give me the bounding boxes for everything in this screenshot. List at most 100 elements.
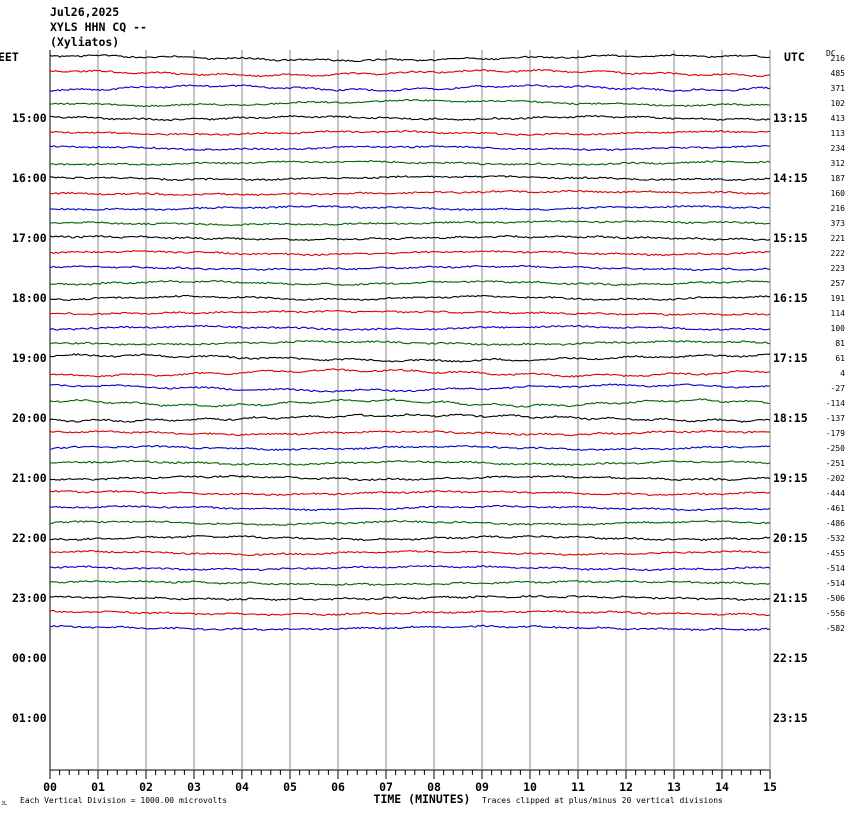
right-hour-label: 21:15: [773, 591, 808, 605]
dc-offset-label: -514: [826, 579, 845, 588]
dc-offset-label: -532: [826, 534, 845, 543]
x-tick-label: 01: [91, 780, 105, 794]
x-tick-label: 15: [763, 780, 777, 794]
dc-offset-label: 102: [831, 99, 846, 108]
trace-line: [49, 114, 771, 122]
x-axis-title: TIME (MINUTES): [374, 792, 471, 806]
left-hour-label: 17:00: [12, 231, 47, 245]
trace-line: [49, 429, 771, 437]
trace-line: [49, 144, 771, 152]
dc-offset-label: 113: [831, 129, 846, 138]
trace-line: [49, 175, 771, 182]
dc-offset-labels: 216 485 371 102 413 113 234 312 187 160 216 373 221 2…: [826, 54, 845, 633]
left-hour-label: 00:00: [12, 651, 47, 665]
dc-offset-label: -27: [831, 384, 846, 393]
dc-offset-label: -514: [826, 564, 845, 573]
x-tick-label: 09: [475, 780, 489, 794]
right-hour-label: 22:15: [773, 651, 808, 665]
dc-offset-label: -461: [826, 504, 845, 513]
trace-line: [49, 84, 771, 93]
right-zone-label: UTC: [784, 50, 805, 64]
dc-offset-label: 191: [831, 294, 846, 303]
right-hour-label: 15:15: [773, 231, 808, 245]
trace-line: [49, 294, 771, 301]
minute-gridlines: [97, 50, 771, 770]
trace-line: [49, 579, 771, 586]
x-tick-label: 08: [427, 780, 441, 794]
trace-line: [49, 324, 771, 331]
x-tick-label: 04: [235, 780, 249, 794]
right-hour-labels: 13:15 14:15 15:15 16:15 17:15 18:15 19:15 20:15…: [773, 111, 808, 725]
dc-offset-label: 216: [831, 204, 846, 213]
trace-line: [49, 564, 771, 571]
x-tick-label: 02: [139, 780, 153, 794]
dc-offset-label: 100: [831, 324, 846, 333]
dc-offset-label: 373: [831, 219, 846, 228]
trace-line: [49, 53, 771, 63]
trace-line: [49, 219, 771, 226]
trace-line: [50, 489, 771, 497]
trace-line: [50, 444, 771, 452]
dc-offset-label: 160: [831, 189, 846, 198]
trace-line: [49, 68, 771, 78]
dc-offset-label: -251: [826, 459, 845, 468]
seismic-traces: [49, 53, 771, 632]
trace-line: [49, 368, 771, 378]
dc-offset-label: -455: [826, 549, 845, 558]
x-tick-label: 00: [43, 780, 57, 794]
dc-offset-label: -556: [826, 609, 845, 618]
trace-line: [49, 624, 771, 632]
x-tick-label: 12: [619, 780, 633, 794]
dc-offset-label: 222: [831, 249, 846, 258]
x-tick-label: 10: [523, 780, 537, 794]
x-tick-label: 03: [187, 780, 201, 794]
header-date: Jul26,2025: [50, 5, 119, 19]
left-zone-label: EET: [0, 50, 19, 64]
left-hour-label: 21:00: [12, 471, 47, 485]
trace-line: [49, 353, 771, 363]
trace-line: [50, 504, 771, 512]
dc-offset-label: -582: [826, 624, 845, 633]
right-hour-label: 13:15: [773, 111, 808, 125]
corner-mark: JL: [1, 801, 7, 807]
clip-note: Traces clipped at plus/minus 20 vertical…: [482, 796, 723, 805]
trace-line: [49, 383, 771, 393]
trace-line: [49, 459, 771, 467]
dc-offset-label: 61: [835, 354, 845, 363]
trace-line: [49, 204, 771, 211]
dc-offset-label: -444: [826, 489, 845, 498]
right-hour-label: 17:15: [773, 351, 808, 365]
trace-line: [49, 609, 771, 617]
trace-line: [49, 309, 771, 316]
x-tick-label: 13: [667, 780, 681, 794]
left-hour-label: 01:00: [12, 711, 47, 725]
trace-line: [49, 234, 771, 241]
dc-offset-label: 413: [831, 114, 846, 123]
left-hour-label: 19:00: [12, 351, 47, 365]
x-tick-label: 06: [331, 780, 345, 794]
x-tick-label: 05: [283, 780, 297, 794]
left-hour-labels: 15:00 16:00 17:00 18:00 19:00 20:00 21:00 22:00…: [12, 111, 47, 725]
dc-offset-label: -506: [826, 594, 845, 603]
dc-offset-label: 4: [840, 369, 845, 378]
dc-offset-label: 257: [831, 279, 846, 288]
vertical-division-note: Each Vertical Division = 1000.00 microvo…: [20, 796, 227, 805]
x-tick-label: 07: [379, 780, 393, 794]
dc-offset-label: 485: [831, 69, 846, 78]
trace-line: [49, 535, 771, 542]
dc-offset-label: 187: [831, 174, 846, 183]
left-hour-label: 15:00: [12, 111, 47, 125]
right-hour-label: 19:15: [773, 471, 808, 485]
x-tick-label: 11: [571, 780, 585, 794]
trace-line: [49, 549, 771, 557]
dc-offset-label: 216: [831, 54, 846, 63]
left-hour-label: 18:00: [12, 291, 47, 305]
trace-line: [49, 280, 771, 287]
dc-offset-label: 371: [831, 84, 846, 93]
x-tick-label: 14: [715, 780, 729, 794]
dc-offset-label: 234: [831, 144, 846, 153]
trace-line: [50, 250, 771, 257]
left-hour-label: 20:00: [12, 411, 47, 425]
right-hour-label: 20:15: [773, 531, 808, 545]
left-hour-label: 22:00: [12, 531, 47, 545]
